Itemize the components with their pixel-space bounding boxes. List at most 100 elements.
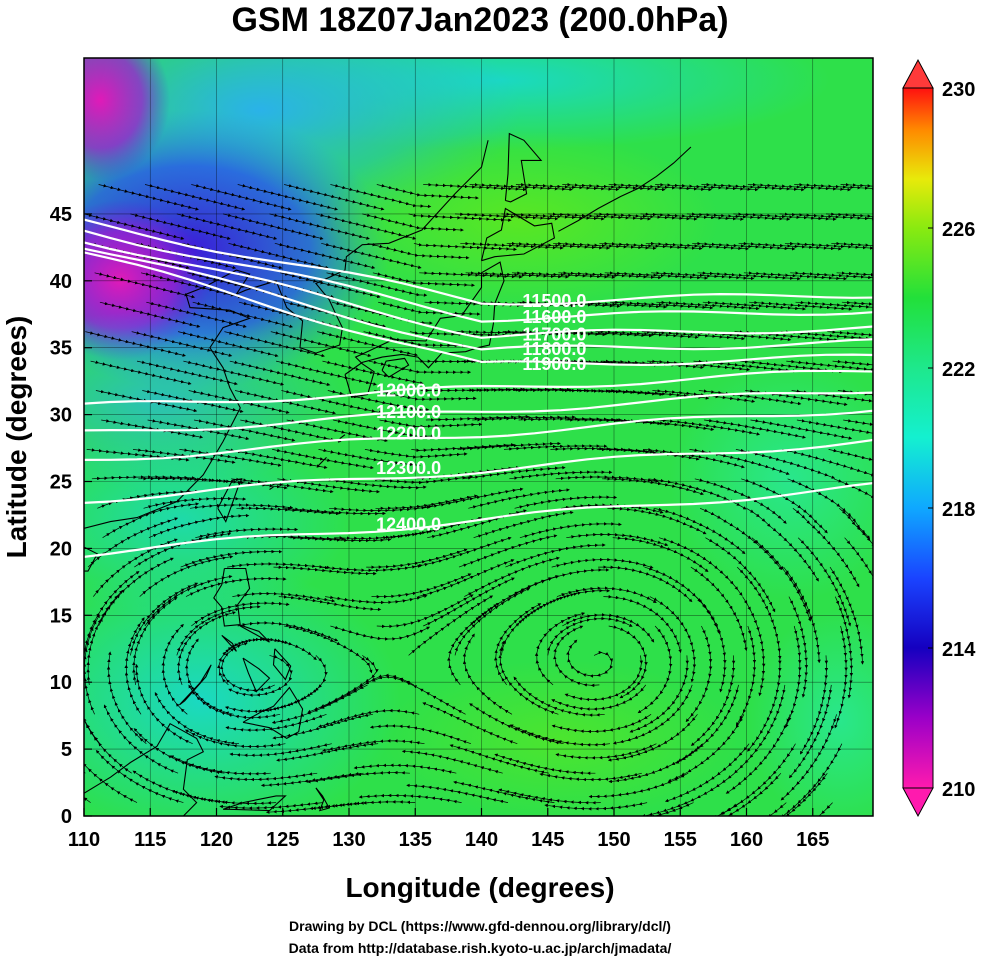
coastline-segment: [381, 357, 410, 378]
streamline: [327, 389, 430, 412]
coastline-segment: [84, 140, 489, 529]
streamline: [690, 655, 736, 747]
streamline: [825, 212, 873, 219]
x-tick-label: 130: [332, 829, 365, 851]
coastline-segment: [217, 478, 243, 523]
streamline: [509, 470, 613, 480]
credit-data: Data from http://database.rish.kyoto-u.a…: [288, 940, 672, 956]
streamline: [374, 389, 477, 401]
x-tick-label: 140: [465, 829, 498, 851]
streamline: [282, 506, 386, 516]
streamline: [180, 549, 283, 568]
y-tick-label: 15: [50, 605, 72, 627]
streamline: [273, 565, 377, 576]
colorbar-label: 226: [942, 219, 975, 241]
streamline: [468, 488, 570, 509]
map-title: GSM 18Z07Jan2023 (200.0hPa): [231, 1, 729, 39]
streamline: [378, 301, 481, 316]
streamline: [143, 496, 247, 509]
contour-line: [84, 251, 873, 367]
colorbar-min-triangle: [902, 787, 934, 818]
streamline: [278, 595, 382, 612]
streamline: [786, 359, 873, 372]
streamline: [457, 441, 561, 451]
y-tick-label: 5: [61, 739, 72, 761]
coastline-segment: [242, 686, 304, 740]
streamline: [362, 213, 464, 232]
streamline: [840, 182, 873, 188]
y-tick-label: 45: [50, 204, 72, 226]
x-tick-label: 115: [134, 829, 166, 851]
streamline: [510, 568, 610, 597]
y-tick-label: 35: [50, 338, 72, 360]
coastline-segment: [84, 546, 99, 572]
streamline: [790, 271, 873, 280]
streamline: [828, 448, 873, 463]
streamline: [841, 300, 873, 307]
coastline-segment: [339, 434, 346, 440]
contour-label: 11800.0: [522, 339, 586, 359]
contour-line: [84, 247, 873, 351]
contour-line: [84, 391, 873, 432]
streamline: [317, 331, 418, 357]
coastline-segment: [269, 486, 274, 490]
streamline: [796, 419, 873, 436]
contour-label: 11900.0: [522, 354, 586, 374]
streamline: [97, 489, 199, 509]
x-tick-label: 165: [796, 829, 829, 851]
streamline: [494, 753, 596, 775]
contour-label: 11700.0: [522, 324, 586, 344]
streamline: [318, 448, 421, 467]
streamline: [831, 241, 873, 248]
coastline-segment: [480, 207, 556, 262]
streamline: [323, 477, 427, 490]
coastline-segment: [558, 146, 692, 232]
contour-line: [84, 409, 873, 461]
y-tick-label: 0: [61, 806, 72, 828]
x-axis-label: Longitude (degrees): [345, 872, 614, 903]
coastline-segment: [84, 722, 205, 816]
streamline: [288, 536, 392, 543]
streamline: [315, 213, 417, 240]
streamline: [326, 272, 428, 297]
contour-line: [84, 369, 873, 405]
streamline: [795, 300, 873, 310]
colorbar-body: [902, 87, 934, 789]
x-tick-label: 125: [266, 829, 299, 851]
contour-label: 12400.0: [376, 514, 441, 534]
coastline-segment: [504, 132, 543, 203]
streamline: [458, 534, 558, 568]
contour-label: 11500.0: [522, 291, 586, 311]
colorbar-label: 218: [942, 499, 975, 521]
contour-label: 12000.0: [376, 381, 441, 401]
streamline: [148, 513, 250, 539]
streamline: [836, 271, 873, 277]
coastline-segment: [344, 261, 505, 398]
coastline-segment: [213, 567, 270, 643]
streamline: [330, 183, 432, 209]
contour-line: [84, 481, 873, 558]
coastline-segment: [315, 787, 330, 812]
streamline: [843, 419, 873, 426]
coastline-segment: [178, 664, 212, 706]
colorbar-label: 222: [942, 359, 975, 381]
colorbar: 230 226 222 218 214 210: [902, 58, 976, 818]
streamline: [514, 495, 618, 509]
streamline: [519, 522, 622, 539]
x-tick-label: 160: [730, 829, 763, 851]
x-tick-label: 150: [597, 829, 630, 851]
streamline: [333, 419, 435, 439]
streamline: [185, 576, 287, 597]
contour-label: 12300.0: [376, 458, 441, 478]
coastline-segment: [221, 634, 237, 652]
streamline: [364, 448, 468, 459]
x-axis-ticks: 110 115 120 125 130 135 140 145 150 155 160 165: [68, 808, 829, 851]
streamline: [367, 242, 470, 260]
streamline: [462, 465, 566, 480]
streamline: [747, 655, 782, 752]
streamline: [799, 655, 829, 755]
streamline: [322, 360, 424, 385]
colorbar-max-triangle: [902, 58, 934, 89]
streamline: [782, 448, 873, 477]
